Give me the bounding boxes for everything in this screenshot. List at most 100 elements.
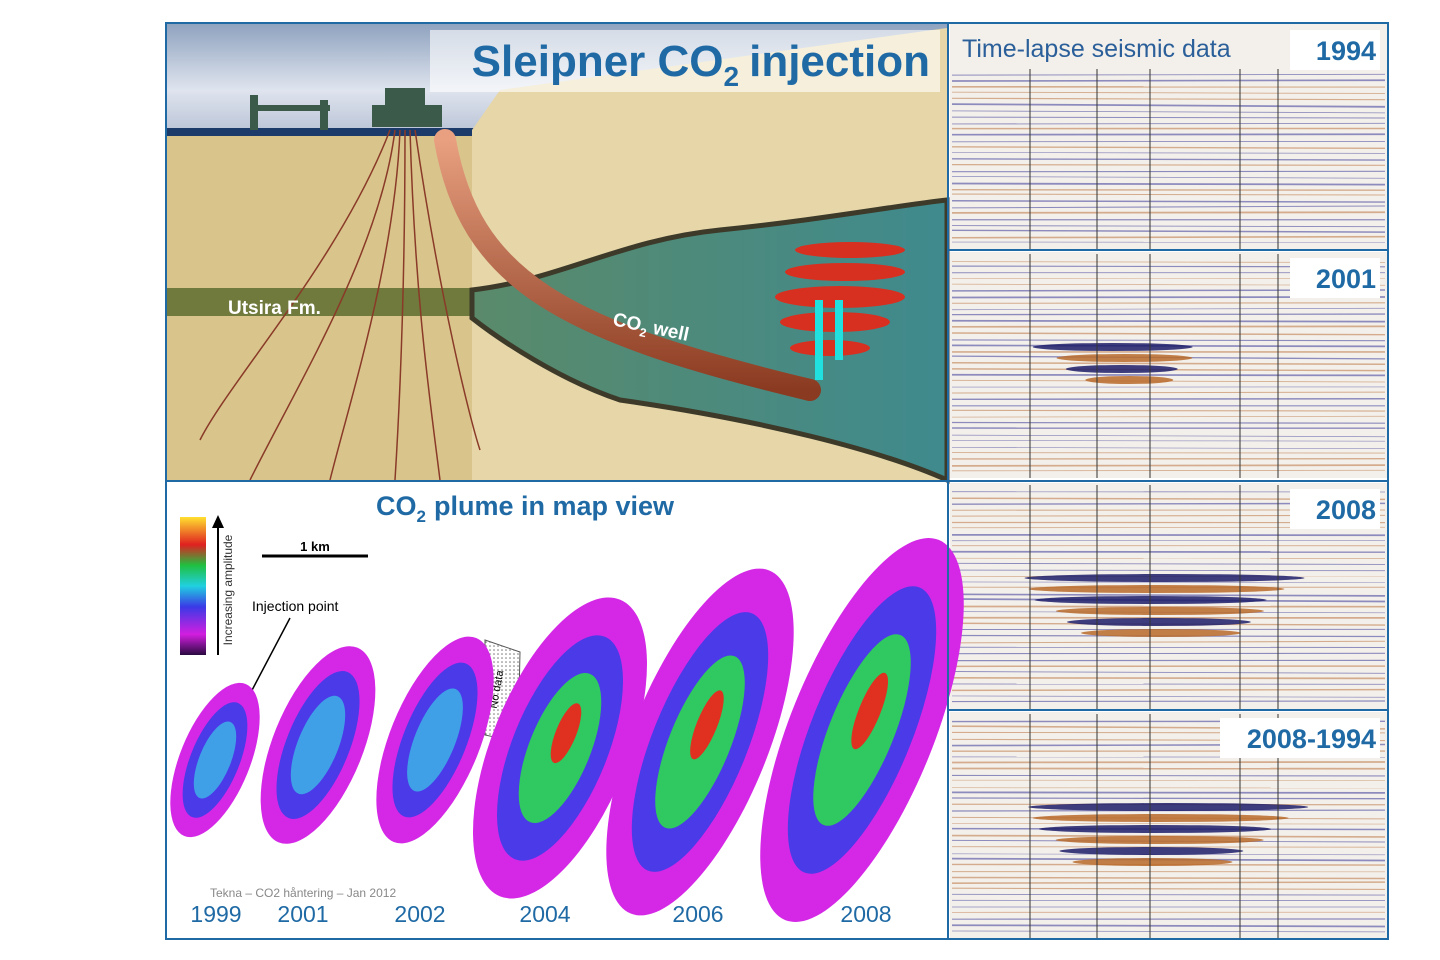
trace <box>951 469 1386 472</box>
plume-core <box>407 688 463 792</box>
plume-peak <box>851 672 889 750</box>
cross-section: Sleipner CO2 injection Utsira Fm. CO2 well <box>167 24 950 484</box>
trace <box>951 116 1386 119</box>
plume <box>376 636 494 844</box>
plume <box>473 597 647 899</box>
trace <box>951 688 1386 692</box>
credit: Tekna – CO2 håntering – Jan 2012 <box>210 886 396 900</box>
plume-reflection <box>1059 847 1244 855</box>
plume-reflection <box>1038 825 1271 833</box>
wells <box>199 129 481 481</box>
plume-reflection <box>1055 836 1264 844</box>
trace <box>951 176 1386 179</box>
trace <box>951 73 1386 76</box>
map-title-sub: 2 <box>416 507 425 526</box>
year-label: 1999 <box>190 901 241 927</box>
injection-label: Injection point <box>252 598 339 614</box>
year-label: 2004 <box>519 901 570 927</box>
co2-well-pipe <box>434 129 821 401</box>
frames <box>165 22 1389 940</box>
years: 1999 2001 2002 2004 2006 2008 <box>190 901 891 927</box>
plume <box>606 568 794 916</box>
trace <box>951 791 1386 794</box>
trace <box>951 930 1386 933</box>
title-sub: 2 <box>724 61 740 92</box>
plume-reflection <box>1055 607 1264 615</box>
trace <box>951 671 1386 674</box>
trace <box>951 313 1386 316</box>
well-sub: 2 <box>638 325 648 340</box>
trace <box>951 182 1386 186</box>
trace <box>951 189 1386 191</box>
year-label: 2002 <box>394 901 445 927</box>
trace <box>951 881 1386 884</box>
trace <box>951 235 1386 239</box>
trace <box>951 122 1386 125</box>
trace <box>951 307 1386 311</box>
trace <box>951 434 1386 438</box>
seismic-year: 1994 <box>1316 36 1376 66</box>
plume-reflection <box>1066 618 1251 626</box>
plume-reflection <box>1085 376 1174 384</box>
seismic-year: 2008-1994 <box>1247 724 1376 754</box>
trace <box>951 205 1386 209</box>
title: Sleipner CO2 injection <box>472 37 930 92</box>
trace <box>951 229 1386 233</box>
plume-layers <box>775 242 905 380</box>
trace <box>951 887 1386 890</box>
trace <box>951 464 1386 467</box>
trace <box>951 319 1386 323</box>
plume-core <box>290 695 346 795</box>
plume <box>760 538 964 922</box>
plume <box>260 646 376 844</box>
colorbar <box>180 517 206 655</box>
trace <box>951 211 1386 214</box>
label-backdrop <box>1290 30 1380 70</box>
map-title-main: CO <box>376 491 417 521</box>
title-backdrop <box>430 30 940 92</box>
trace <box>951 97 1386 101</box>
year-label: 2001 <box>277 901 328 927</box>
map-title-rest: plume in map view <box>434 491 675 521</box>
label-backdrop <box>1290 489 1380 529</box>
trace <box>951 110 1386 114</box>
trace <box>951 695 1386 698</box>
trace <box>951 409 1386 412</box>
plume-reflection <box>1065 365 1178 373</box>
seismic-year: 2008 <box>1316 495 1376 525</box>
trace <box>951 562 1386 565</box>
title-main: Sleipner CO <box>472 37 724 86</box>
year-label: 2008 <box>840 901 891 927</box>
plumes <box>170 538 964 922</box>
trace <box>951 164 1386 166</box>
trace <box>951 91 1386 94</box>
seismic-traces <box>951 69 1386 250</box>
plume-reflection <box>1056 354 1193 362</box>
trace <box>951 876 1386 880</box>
plume-peak <box>550 703 582 764</box>
trace <box>951 593 1386 597</box>
plume-peak <box>690 690 724 760</box>
title-rest: injection <box>749 37 930 86</box>
trace <box>951 421 1386 424</box>
plume-reflection <box>1028 585 1285 593</box>
plume-reflection <box>1028 803 1309 811</box>
label-backdrop <box>1290 258 1380 298</box>
trace <box>951 339 1386 342</box>
map-view: CO2 plume in map view Increasing amplitud… <box>170 491 964 927</box>
map-title: CO2 plume in map view <box>376 491 675 526</box>
trace <box>951 193 1386 196</box>
plume-reflection <box>1032 343 1193 351</box>
trace <box>951 823 1386 825</box>
trace <box>951 797 1386 800</box>
trace <box>951 440 1386 442</box>
label-backdrop <box>1220 718 1380 758</box>
trace <box>951 569 1386 572</box>
seismic-year: 2001 <box>1316 264 1376 294</box>
trace <box>951 700 1386 703</box>
trace <box>951 103 1386 108</box>
seismic: 1994 2001 2008 2008-1994 <box>950 24 1387 938</box>
seismic-title: Time-lapse seismic data <box>962 35 1231 63</box>
plume-reflection <box>1024 574 1305 582</box>
